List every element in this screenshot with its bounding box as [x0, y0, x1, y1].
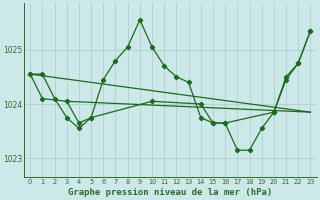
X-axis label: Graphe pression niveau de la mer (hPa): Graphe pression niveau de la mer (hPa) — [68, 188, 272, 197]
